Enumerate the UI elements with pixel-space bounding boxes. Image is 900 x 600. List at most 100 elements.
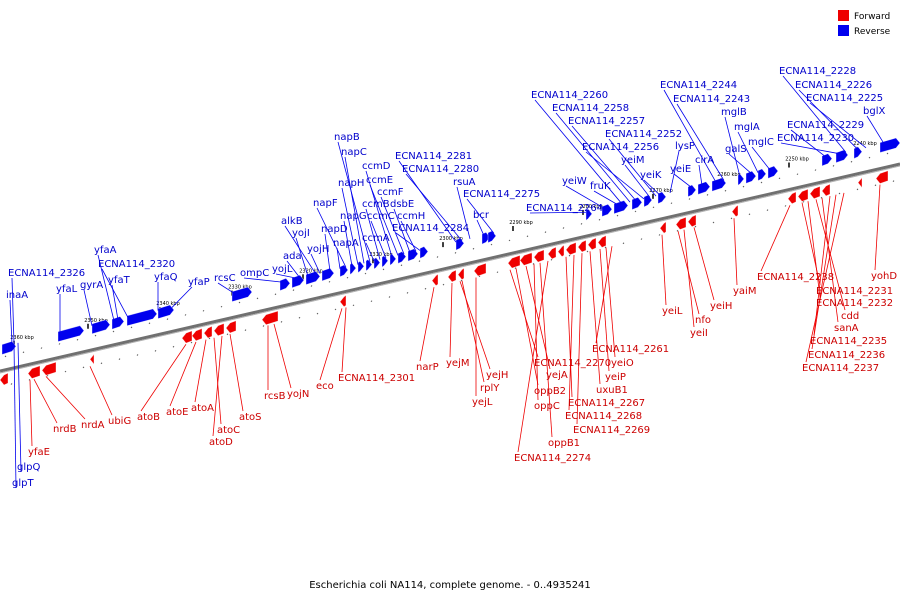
reverse-leader-line <box>17 342 22 473</box>
tick-label: 2240 kbp <box>853 141 877 147</box>
tick-label: 2310 kbp <box>369 252 393 258</box>
reverse-gene-block <box>631 196 643 211</box>
reverse-gene-label: rcsC <box>214 273 236 284</box>
forward-leader-line <box>807 201 821 298</box>
track-dot <box>550 258 553 261</box>
reverse-gene-label: ECNA114_2256 <box>582 142 659 153</box>
reverse-leader-line <box>728 153 753 175</box>
tick-label: 2300 kbp <box>439 236 463 242</box>
track-dot <box>442 283 445 286</box>
forward-gene-block <box>27 365 41 379</box>
reverse-gene-label: ECNA114_2225 <box>806 93 883 104</box>
track-dot <box>856 188 859 191</box>
reverse-leader-line <box>571 125 637 201</box>
track-dot <box>316 312 319 315</box>
track-dot <box>406 292 409 294</box>
track-dot <box>10 383 13 385</box>
reverse-leader-line <box>370 220 387 259</box>
reverse-leader-line <box>337 141 371 263</box>
reverse-gene-block <box>389 253 397 266</box>
reverse-leader-line <box>809 102 867 149</box>
track-dot <box>724 189 727 192</box>
track-dot <box>184 314 187 316</box>
track-dot <box>838 192 841 195</box>
forward-gene-label: yejH <box>486 370 508 381</box>
track-dot <box>46 374 49 377</box>
reverse-leader-line <box>780 142 841 155</box>
forward-gene-block <box>261 310 279 326</box>
label-leader-lines <box>9 75 885 489</box>
track-dot <box>778 177 781 180</box>
forward-gene-label: yojN <box>287 389 309 400</box>
forward-gene-label: uxuB1 <box>596 385 628 396</box>
forward-leader-line <box>140 343 187 412</box>
track-dot <box>310 285 313 287</box>
track-dot <box>346 276 349 279</box>
reverse-gene-label: yfaP <box>188 277 210 288</box>
reverse-gene-block <box>357 260 365 274</box>
forward-gene-block <box>447 269 457 283</box>
track-dot <box>886 152 889 155</box>
reverse-leader-line <box>669 150 680 193</box>
track-dot <box>328 280 331 283</box>
track-dot <box>100 362 103 365</box>
reverse-leader-line <box>643 179 661 196</box>
reverse-gene-block <box>757 168 767 182</box>
track-dot <box>256 297 259 300</box>
reverse-gene-label: ompC <box>240 268 269 279</box>
reverse-leader-line <box>400 220 417 252</box>
forward-leader-line <box>539 262 553 438</box>
forward-leader-line <box>194 339 207 403</box>
track-dot <box>76 338 79 341</box>
track-dot <box>742 185 745 188</box>
reverse-gene-label: yeiE <box>670 164 691 175</box>
reverse-gene-label: glpT <box>12 478 34 489</box>
reverse-leader-line <box>751 146 771 171</box>
reverse-leader-line <box>676 103 725 181</box>
forward-leader-line <box>273 323 292 389</box>
forward-leader-line <box>568 254 575 411</box>
reverse-gene-label: ECNA114_2264 <box>526 203 603 214</box>
reverse-leader-line <box>398 160 457 243</box>
track-dot <box>244 329 247 332</box>
track-dot <box>580 223 583 225</box>
forward-gene-block <box>731 204 739 218</box>
forward-gene-label: narP <box>416 362 439 373</box>
forward-gene-label: yeiP <box>605 372 626 383</box>
track-dot <box>544 231 547 234</box>
forward-gene-block <box>547 246 557 260</box>
reverse-gene-block <box>291 274 305 289</box>
track-dot <box>652 206 655 209</box>
reverse-gene-label: ECNA114_2260 <box>531 90 608 101</box>
reverse-gene-label: yfaT <box>108 275 131 286</box>
forward-gene-block <box>0 372 9 386</box>
reverse-gene-label: mglB <box>721 107 747 118</box>
reverse-gene-label: glpQ <box>17 462 40 473</box>
track-dot <box>730 217 733 220</box>
forward-leader-line <box>661 234 667 306</box>
track-dot <box>868 156 871 159</box>
track-dot <box>892 180 895 182</box>
reverse-leader-line <box>393 208 411 253</box>
forward-leader-line <box>576 253 583 425</box>
forward-gene-label: atoE <box>166 407 189 418</box>
tick-label: 2360 kbp <box>10 335 34 341</box>
genome-backbone <box>0 162 900 373</box>
reverse-leader-line <box>101 268 129 318</box>
reverse-leader-line <box>343 220 353 267</box>
track-dot <box>604 246 607 249</box>
forward-gene-label: eco <box>316 381 334 392</box>
reverse-leader-line <box>9 299 13 345</box>
track-dot <box>130 326 133 329</box>
forward-leader-line <box>319 308 343 381</box>
reverse-gene-label: yfaA <box>94 245 117 256</box>
track-dot <box>202 309 205 312</box>
reverse-leader-line <box>663 89 717 183</box>
track-dot <box>640 238 643 240</box>
forward-gene-label: atoD <box>209 437 233 448</box>
reverse-gene-label: bcr <box>473 210 490 221</box>
reverse-gene-block <box>835 149 849 164</box>
reverse-leader-line <box>866 115 885 144</box>
reverse-leader-line <box>456 186 471 239</box>
forward-gene-label: atoA <box>191 403 214 414</box>
